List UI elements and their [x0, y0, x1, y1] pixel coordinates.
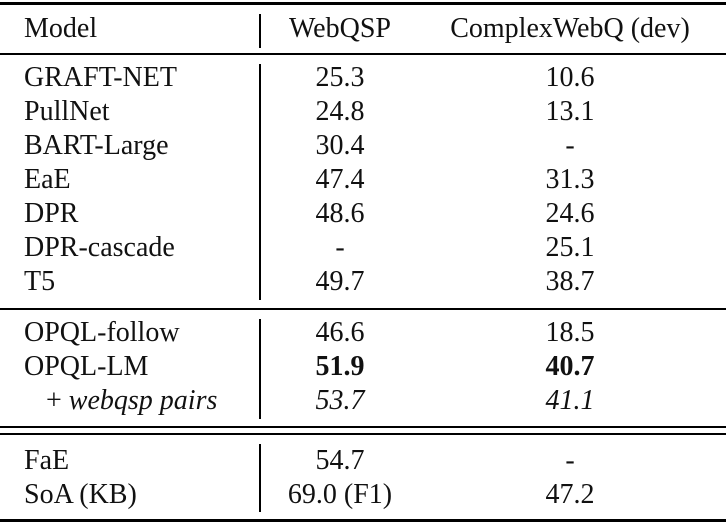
- header-webqsp: WebQSP: [289, 13, 391, 44]
- table-row: SoA (KB) 69.0 (F1) 47.2: [0, 478, 728, 512]
- model-name: OPQL-LM: [24, 351, 149, 382]
- webqsp-score: 54.7: [315, 445, 365, 476]
- header-model: Model: [24, 13, 98, 44]
- webqsp-score: 25.3: [315, 62, 365, 93]
- complexwebq-score: 41.1: [545, 385, 595, 416]
- model-name: BART-Large: [24, 130, 169, 161]
- table-row: BART-Large 30.4 -: [0, 129, 728, 163]
- table-row: EaE 47.4 31.3: [0, 163, 728, 197]
- table-row: PullNet 24.8 13.1: [0, 95, 728, 129]
- model-name: DPR-cascade: [24, 232, 175, 263]
- webqsp-score: -: [335, 232, 345, 263]
- table-row: OPQL-follow 46.6 18.5: [0, 316, 728, 350]
- header-complexwebq: ComplexWebQ (dev): [450, 13, 690, 44]
- model-name: T5: [24, 266, 56, 297]
- model-name: DPR: [24, 198, 79, 229]
- model-name: FaE: [24, 445, 70, 476]
- complexwebq-score: 38.7: [545, 266, 595, 297]
- model-variant: webqsp pairs: [68, 385, 218, 416]
- column-separator: [259, 319, 261, 419]
- table-row: DPR-cascade - 25.1: [0, 231, 728, 265]
- table-row: DPR 48.6 24.6: [0, 197, 728, 231]
- group-separator-rule: [0, 308, 726, 310]
- webqsp-score: 48.6: [315, 198, 365, 229]
- webqsp-score: 24.8: [315, 96, 365, 127]
- complexwebq-score: 10.6: [545, 62, 595, 93]
- complexwebq-score: 13.1: [545, 96, 595, 127]
- complexwebq-score: 31.3: [545, 164, 595, 195]
- model-name: SoA (KB): [24, 479, 137, 510]
- plus-prefix: +: [46, 385, 69, 416]
- table-row: T5 49.7 38.7: [0, 265, 728, 299]
- webqsp-score: 46.6: [315, 317, 365, 348]
- column-separator: [259, 444, 261, 512]
- table-row: OPQL-LM 51.9 40.7: [0, 350, 728, 384]
- table-row: GRAFT-NET 25.3 10.6: [0, 61, 728, 95]
- complexwebq-score: 24.6: [545, 198, 595, 229]
- header-row: Model WebQSP ComplexWebQ (dev): [0, 12, 728, 46]
- double-rule-lower: [0, 433, 726, 435]
- complexwebq-score: -: [565, 130, 575, 161]
- webqsp-score: 30.4: [315, 130, 365, 161]
- webqsp-score: 47.4: [315, 164, 365, 195]
- model-name: OPQL-follow: [24, 317, 180, 348]
- model-name: + webqsp pairs: [46, 384, 217, 418]
- model-name: GRAFT-NET: [24, 62, 177, 93]
- complexwebq-score: 47.2: [545, 479, 595, 510]
- table-row: + webqsp pairs 53.7 41.1: [0, 384, 728, 418]
- complexwebq-score-best: 40.7: [545, 351, 595, 382]
- webqsp-score: 49.7: [315, 266, 365, 297]
- complexwebq-score: 25.1: [545, 232, 595, 263]
- bottom-rule: [0, 519, 726, 522]
- complexwebq-score: 18.5: [545, 317, 595, 348]
- double-rule-upper: [0, 426, 726, 428]
- webqsp-score-best: 51.9: [315, 351, 365, 382]
- model-name: PullNet: [24, 96, 110, 127]
- table-row: FaE 54.7 -: [0, 444, 728, 478]
- complexwebq-score: -: [565, 445, 575, 476]
- header-rule: [0, 53, 726, 55]
- webqsp-score: 53.7: [315, 385, 365, 416]
- column-separator: [259, 64, 261, 300]
- model-name: EaE: [24, 164, 71, 195]
- column-separator: [259, 14, 261, 48]
- top-rule: [0, 2, 726, 5]
- webqsp-score: 69.0 (F1): [287, 479, 393, 510]
